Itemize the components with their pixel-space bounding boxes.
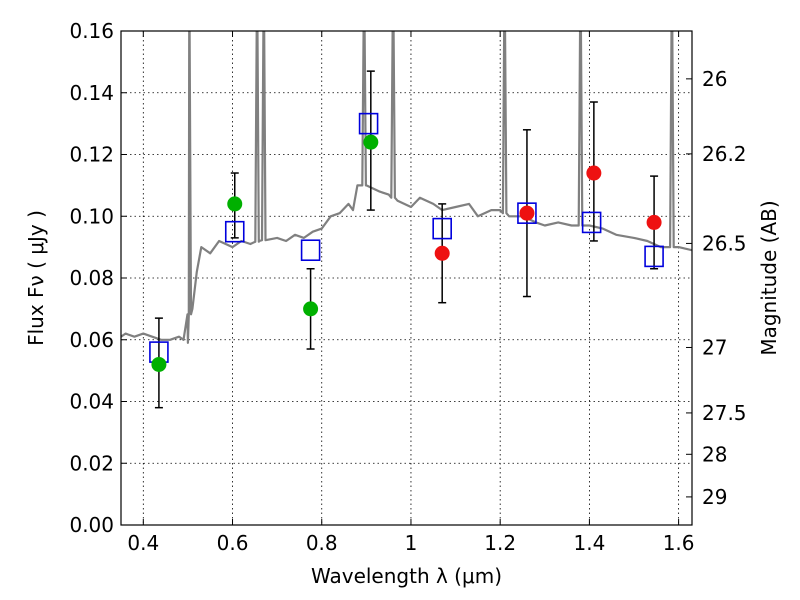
model-square-marker <box>224 220 245 243</box>
plot-area <box>121 31 692 409</box>
right-tick-label: 27.5 <box>702 401 747 425</box>
model-square-marker <box>581 211 602 234</box>
x-tick-label: 1.6 <box>663 531 695 555</box>
model-square-marker <box>300 239 321 262</box>
x-tick-label: 0.8 <box>306 531 338 555</box>
right-tick-label: 26.2 <box>702 142 747 166</box>
y-tick-label: 0.00 <box>69 513 114 537</box>
red-data-point <box>646 214 662 230</box>
model-square-marker <box>644 245 664 268</box>
red-data-point <box>586 165 602 181</box>
y-tick-label: 0.06 <box>69 328 114 352</box>
y-tick-label: 0.08 <box>69 266 114 290</box>
model-square-marker <box>517 202 537 224</box>
model-spectrum-line <box>121 31 692 344</box>
axes: 0.4 0.6 0.8 1 1.2 1.4 1.6 0.00 0.02 0.04 0.06 0.08 0… <box>69 19 746 555</box>
x-axis-label: Wavelength λ (μm) <box>311 564 502 588</box>
x-tick-label: 0.6 <box>217 531 249 555</box>
right-tick-label: 28 <box>702 442 727 466</box>
green-data-point <box>303 301 319 317</box>
grid <box>121 31 692 525</box>
model-square-marker <box>432 217 452 240</box>
green-data-point <box>227 196 243 212</box>
green-data-point <box>363 134 379 150</box>
green-data-point <box>151 356 167 372</box>
right-tick-label: 27 <box>702 335 727 359</box>
y-tick-label: 0.10 <box>69 204 114 228</box>
y-tick-label: 0.12 <box>69 143 114 167</box>
right-tick-label: 29 <box>702 485 727 509</box>
right-tick-label: 26 <box>702 67 727 91</box>
y-tick-label: 0.16 <box>69 19 114 43</box>
y-tick-label: 0.04 <box>69 390 114 414</box>
x-tick-label: 0.4 <box>127 531 159 555</box>
y-tick-label: 0.02 <box>69 451 114 475</box>
x-tick-label: 1 <box>405 531 418 555</box>
x-tick-label: 1.2 <box>484 531 516 555</box>
red-data-point <box>519 205 535 221</box>
right-tick-label: 26.5 <box>702 231 747 255</box>
model-square-marker <box>358 112 379 135</box>
right-axis-label: Magnitude (AB) <box>757 200 781 355</box>
y-axis-label: Flux Fν ( μJy ) <box>24 210 48 346</box>
red-data-point <box>434 245 450 261</box>
x-tick-label: 1.4 <box>573 531 605 555</box>
y-tick-label: 0.14 <box>69 81 114 105</box>
